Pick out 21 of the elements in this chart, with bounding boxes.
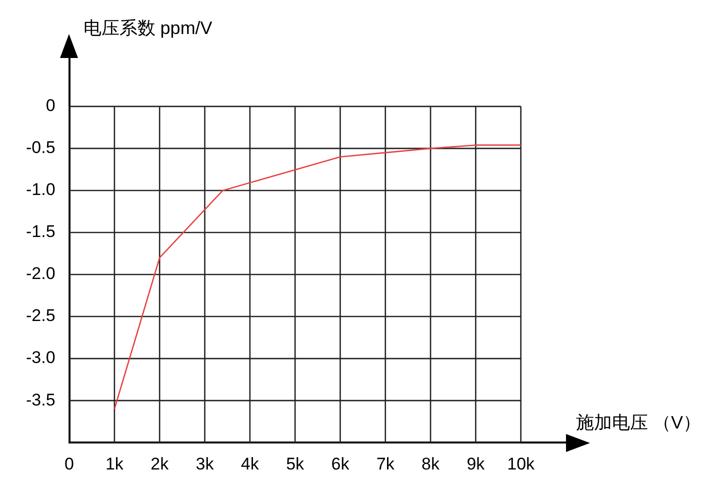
y-tick-label: -0.5	[26, 138, 56, 158]
y-tick-label: 0	[46, 96, 56, 116]
y-tick-label: -1.5	[26, 222, 56, 242]
x-tick-label: 4k	[240, 454, 260, 474]
y-tick-label: -1.0	[26, 180, 56, 200]
x-tick-label: 9k	[466, 454, 486, 474]
y-tick-label: -2.5	[26, 306, 56, 326]
x-tick-label: 0	[64, 454, 74, 474]
y-axis-title: 电压系数 ppm/V	[83, 18, 212, 38]
y-tick-label: -3.0	[26, 348, 56, 368]
x-tick-label: 2k	[150, 454, 170, 474]
x-tick-label: 3k	[196, 454, 214, 474]
y-tick-label: -3.5	[26, 390, 56, 410]
x-tick-label: 5k	[286, 454, 305, 474]
x-axis-title: 施加电压 （V）	[576, 412, 702, 433]
x-tick-label: 8k	[422, 454, 440, 474]
x-tick-label: 10k	[507, 454, 536, 474]
x-tick-label: 1k	[105, 454, 124, 474]
y-tick-label: -2.0	[26, 264, 56, 284]
x-tick-label: 6k	[331, 454, 350, 474]
x-tick-label: 7k	[376, 454, 395, 474]
